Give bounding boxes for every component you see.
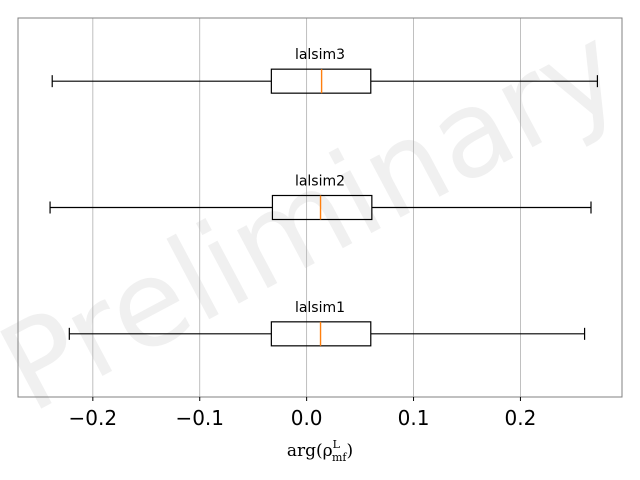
box-lalsim3: lalsim3 xyxy=(51,47,599,94)
iqr-box xyxy=(271,194,373,221)
x-tick-label: 0.1 xyxy=(398,406,430,430)
plot-frame xyxy=(17,17,623,398)
x-axis-label-sup: L xyxy=(333,438,341,451)
x-axis-label-main: arg(ρ xyxy=(287,441,333,461)
box-lalsim2: lalsim2 xyxy=(49,174,592,221)
box-lalsim1: lalsim1 xyxy=(68,300,586,347)
box-label: lalsim3 xyxy=(295,47,345,63)
box-label: lalsim1 xyxy=(295,300,345,316)
x-tick-label: 0.0 xyxy=(291,406,323,430)
x-tick-label: 0.2 xyxy=(505,406,537,430)
x-ticks: −0.2 −0.1 0.0 0.1 0.2 xyxy=(69,397,537,430)
x-tick-label: −0.2 xyxy=(69,406,118,430)
x-axis-label-sub: mf xyxy=(332,451,347,464)
box-label: lalsim2 xyxy=(295,174,345,190)
x-axis-label-close: ) xyxy=(346,441,353,461)
x-tick-label: −0.1 xyxy=(175,406,224,430)
boxes: lalsim1 lalsim2 lalsim3 xyxy=(49,47,599,347)
x-axis-label: arg(ρL mf) xyxy=(287,438,353,464)
